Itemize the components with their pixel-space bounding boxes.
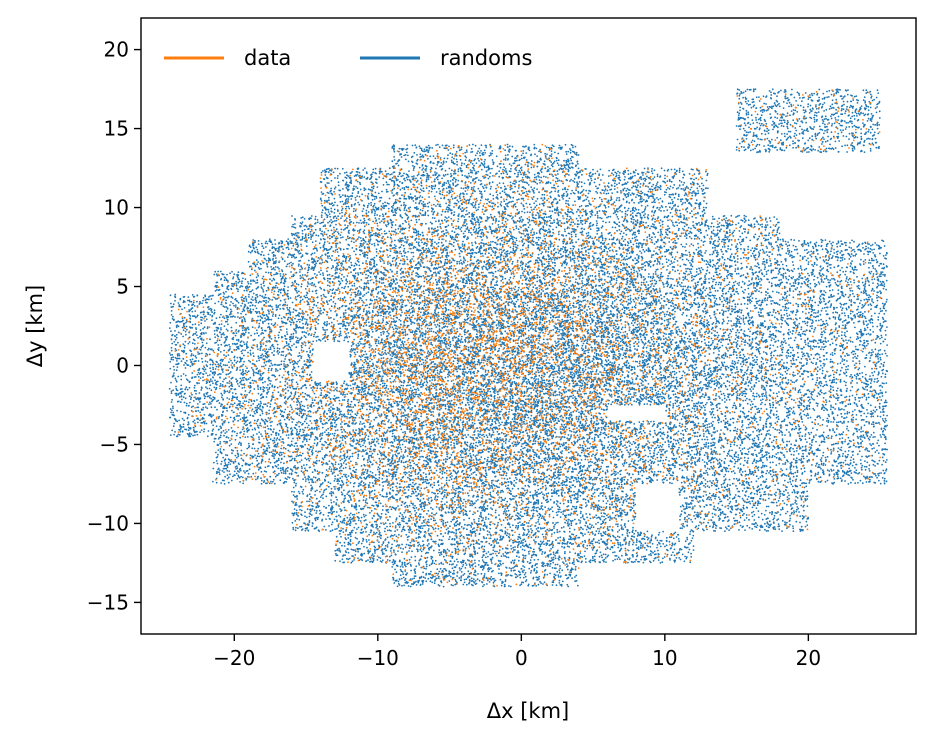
x-axis-label: Δx [km] [487,699,569,723]
x-tick-label: 10 [652,646,677,670]
x-tick-label: 0 [515,646,528,670]
y-axis-label: Δy [km] [23,285,47,367]
y-tick-label: 15 [104,117,129,141]
legend: data randoms [164,46,532,70]
x-axis-ticks: −20 −10 0 10 20 [213,634,821,670]
plot-frame [140,17,917,635]
y-tick-label: −5 [100,432,129,456]
x-tick-label: 20 [796,646,821,670]
y-tick-label: 0 [116,353,129,377]
y-tick-label: 10 [104,196,129,220]
y-axis-ticks: −15 −10 −5 0 5 10 15 20 [87,38,141,614]
y-tick-label: −15 [87,590,129,614]
scatter-points-data [174,89,882,587]
y-tick-label: 5 [116,275,129,299]
x-tick-label: −20 [213,646,255,670]
y-tick-label: −10 [87,511,129,535]
x-tick-label: −10 [357,646,399,670]
y-tick-label: 20 [104,38,129,62]
legend-label-data: data [244,46,291,70]
legend-label-randoms: randoms [440,46,532,70]
series-randoms-points [168,88,889,588]
series-data-points [174,89,882,587]
scatter-points-randoms [168,88,889,588]
